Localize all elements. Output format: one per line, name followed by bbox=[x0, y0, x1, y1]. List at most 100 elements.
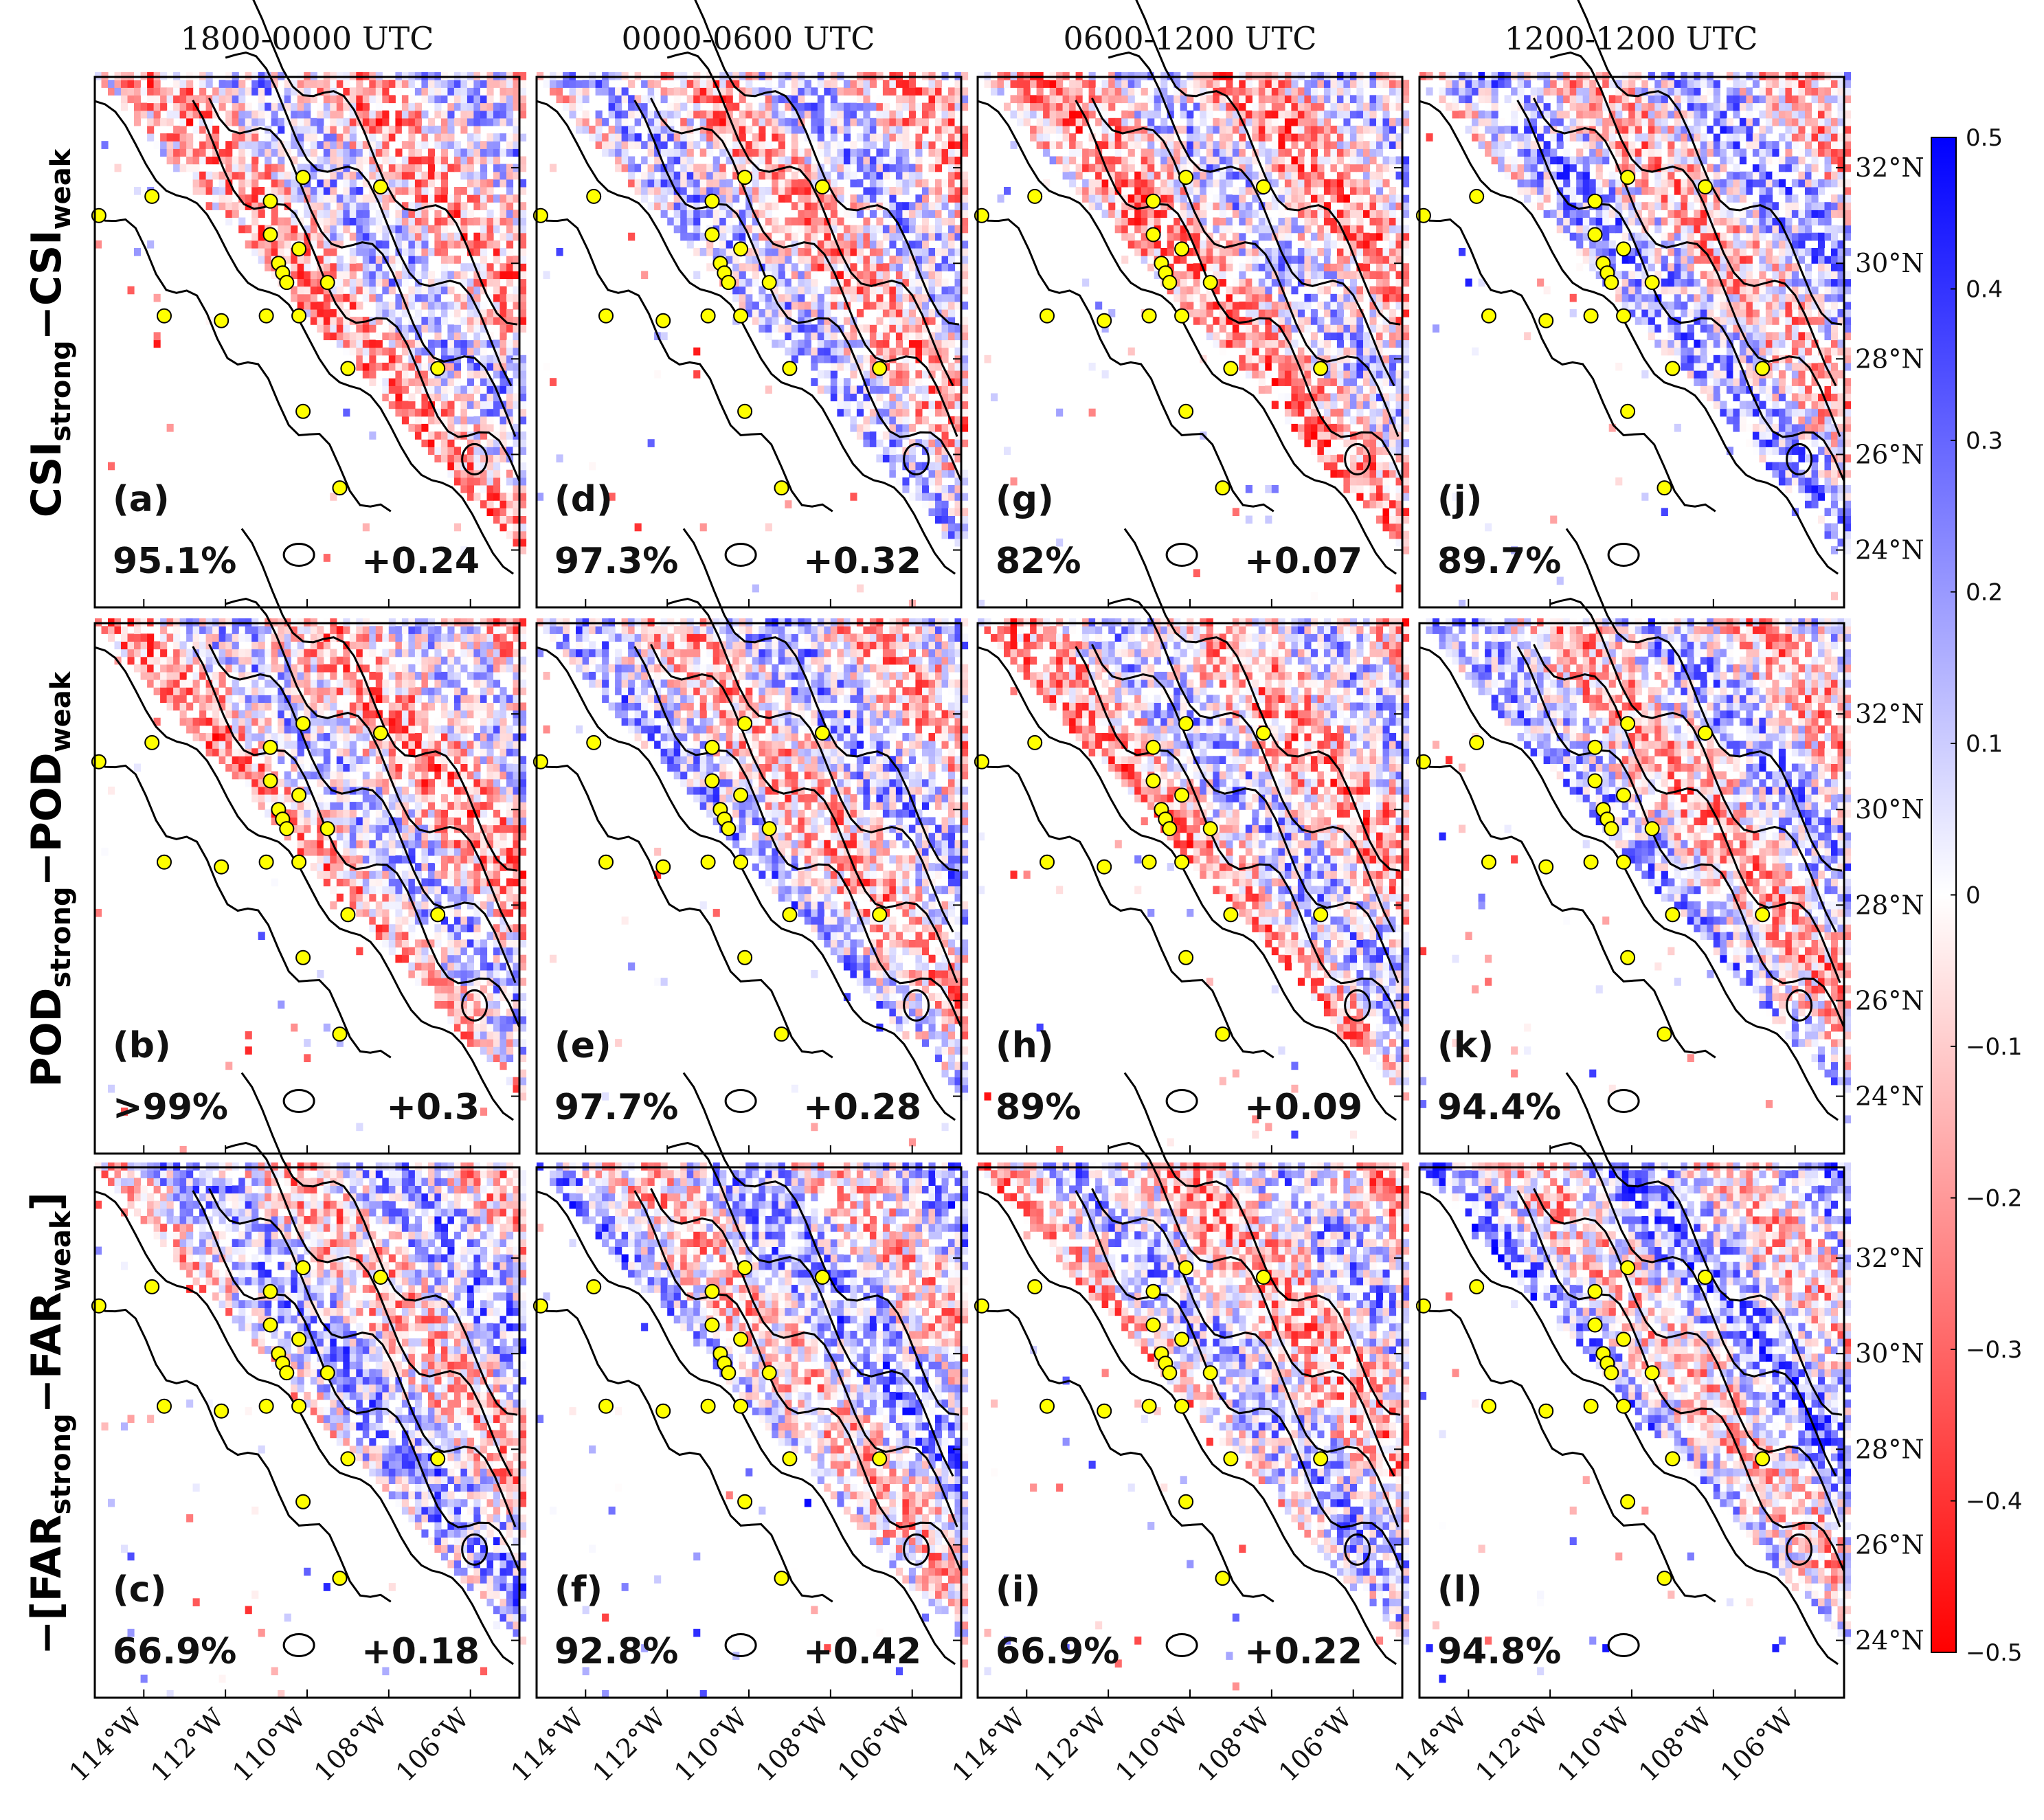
heatmap-cell bbox=[337, 748, 344, 756]
heatmap-cell bbox=[415, 863, 422, 871]
heatmap-cell bbox=[500, 963, 507, 971]
heatmap-cell bbox=[415, 1316, 422, 1324]
heatmap-cell bbox=[460, 1308, 467, 1316]
heatmap-cell bbox=[454, 1422, 461, 1430]
heatmap-cell bbox=[317, 1270, 324, 1278]
heatmap-cell bbox=[330, 1422, 337, 1430]
heatmap-cell bbox=[330, 187, 337, 195]
heatmap-cell bbox=[297, 657, 304, 665]
heatmap-cell bbox=[376, 633, 383, 642]
heatmap-cell bbox=[128, 1553, 135, 1561]
heatmap-cell bbox=[493, 508, 500, 516]
heatmap-cell bbox=[473, 148, 480, 157]
heatmap-cell bbox=[441, 772, 448, 780]
heatmap-cell bbox=[337, 779, 344, 787]
heatmap-cell bbox=[454, 963, 461, 971]
heatmap-cell bbox=[199, 718, 206, 726]
heatmap-cell bbox=[421, 179, 428, 188]
heatmap-cell bbox=[519, 470, 526, 478]
heatmap-cell bbox=[324, 1270, 330, 1278]
heatmap-cell bbox=[395, 179, 402, 188]
heatmap-cell bbox=[291, 779, 297, 787]
heatmap-cell bbox=[421, 1255, 428, 1263]
heatmap-cell bbox=[382, 886, 389, 895]
heatmap-cell bbox=[389, 703, 396, 711]
heatmap-cell bbox=[245, 633, 252, 642]
heatmap-cell bbox=[389, 1193, 396, 1202]
heatmap-cell bbox=[467, 363, 474, 371]
heatmap-cell bbox=[108, 633, 115, 642]
heatmap-cell bbox=[245, 194, 252, 203]
heatmap-cell bbox=[389, 710, 396, 719]
heatmap-cell bbox=[173, 87, 180, 96]
heatmap-cell bbox=[434, 985, 441, 993]
heatmap-cell bbox=[460, 970, 467, 978]
heatmap-cell bbox=[473, 493, 480, 501]
heatmap-cell bbox=[102, 80, 109, 88]
heatmap-cell bbox=[186, 664, 193, 673]
heatmap-cell bbox=[356, 633, 363, 642]
heatmap-cell bbox=[232, 111, 239, 119]
heatmap-cell bbox=[506, 256, 513, 264]
heatmap-cell bbox=[376, 111, 383, 119]
heatmap-cell bbox=[460, 1185, 467, 1193]
heatmap-cell bbox=[428, 1277, 435, 1285]
heatmap-cell bbox=[382, 287, 389, 295]
heatmap-cell bbox=[324, 133, 330, 142]
heatmap-cell bbox=[487, 756, 494, 764]
heatmap-cell bbox=[337, 794, 344, 802]
heatmap-cell bbox=[317, 1285, 324, 1293]
heatmap-cell bbox=[473, 863, 480, 871]
heatmap-cell bbox=[415, 1231, 422, 1239]
heatmap-cell bbox=[180, 1170, 187, 1178]
heatmap-cell bbox=[324, 1384, 330, 1393]
heatmap-cell bbox=[317, 626, 324, 634]
heatmap-cell bbox=[421, 1209, 428, 1217]
heatmap-cell bbox=[467, 172, 474, 180]
heatmap-cell bbox=[337, 833, 344, 841]
heatmap-cell bbox=[337, 687, 344, 695]
heatmap-cell bbox=[311, 687, 317, 695]
heatmap-cell bbox=[395, 626, 402, 634]
heatmap-cell bbox=[382, 741, 389, 749]
heatmap-cell bbox=[186, 95, 193, 103]
panel-b: (b)>99% +0.3 bbox=[92, 529, 526, 1154]
heatmap-cell bbox=[447, 1247, 454, 1255]
heatmap-cell bbox=[363, 657, 370, 665]
heatmap-cell bbox=[473, 401, 480, 409]
heatmap-cell bbox=[343, 80, 350, 88]
heatmap-cell bbox=[480, 848, 487, 856]
heatmap-cell bbox=[408, 848, 415, 856]
heatmap-cell bbox=[434, 1514, 441, 1523]
heatmap-cell bbox=[350, 194, 357, 203]
heatmap-cell bbox=[193, 1262, 200, 1270]
heatmap-cell bbox=[441, 1000, 448, 1009]
heatmap-cell bbox=[415, 218, 422, 226]
heatmap-cell bbox=[493, 733, 500, 741]
heatmap-cell bbox=[238, 133, 245, 142]
heatmap-cell bbox=[363, 901, 370, 910]
heatmap-cell bbox=[421, 294, 428, 302]
heatmap-cell bbox=[467, 324, 474, 333]
heatmap-cell bbox=[395, 164, 402, 172]
heatmap-cell bbox=[376, 87, 383, 96]
heatmap-cell bbox=[454, 385, 461, 394]
heatmap-cell bbox=[369, 1422, 376, 1430]
heatmap-cell bbox=[180, 148, 187, 157]
column-title-3: 0600-1200 UTC bbox=[1064, 20, 1317, 57]
heatmap-cell bbox=[415, 710, 422, 719]
heatmap-cell bbox=[467, 309, 474, 317]
heatmap-cell bbox=[311, 848, 317, 856]
heatmap-cell bbox=[408, 626, 415, 634]
heatmap-cell bbox=[500, 695, 507, 703]
heatmap-cell bbox=[141, 641, 148, 649]
heatmap-cell bbox=[500, 718, 507, 726]
heatmap-cell bbox=[324, 141, 330, 149]
heatmap-cell bbox=[493, 649, 500, 658]
heatmap-cell bbox=[382, 932, 389, 940]
heatmap-cell bbox=[506, 809, 513, 818]
heatmap-cell bbox=[480, 733, 487, 741]
heatmap-cell bbox=[506, 726, 513, 734]
heatmap-cell bbox=[265, 1193, 271, 1202]
heatmap-cell bbox=[232, 718, 239, 726]
